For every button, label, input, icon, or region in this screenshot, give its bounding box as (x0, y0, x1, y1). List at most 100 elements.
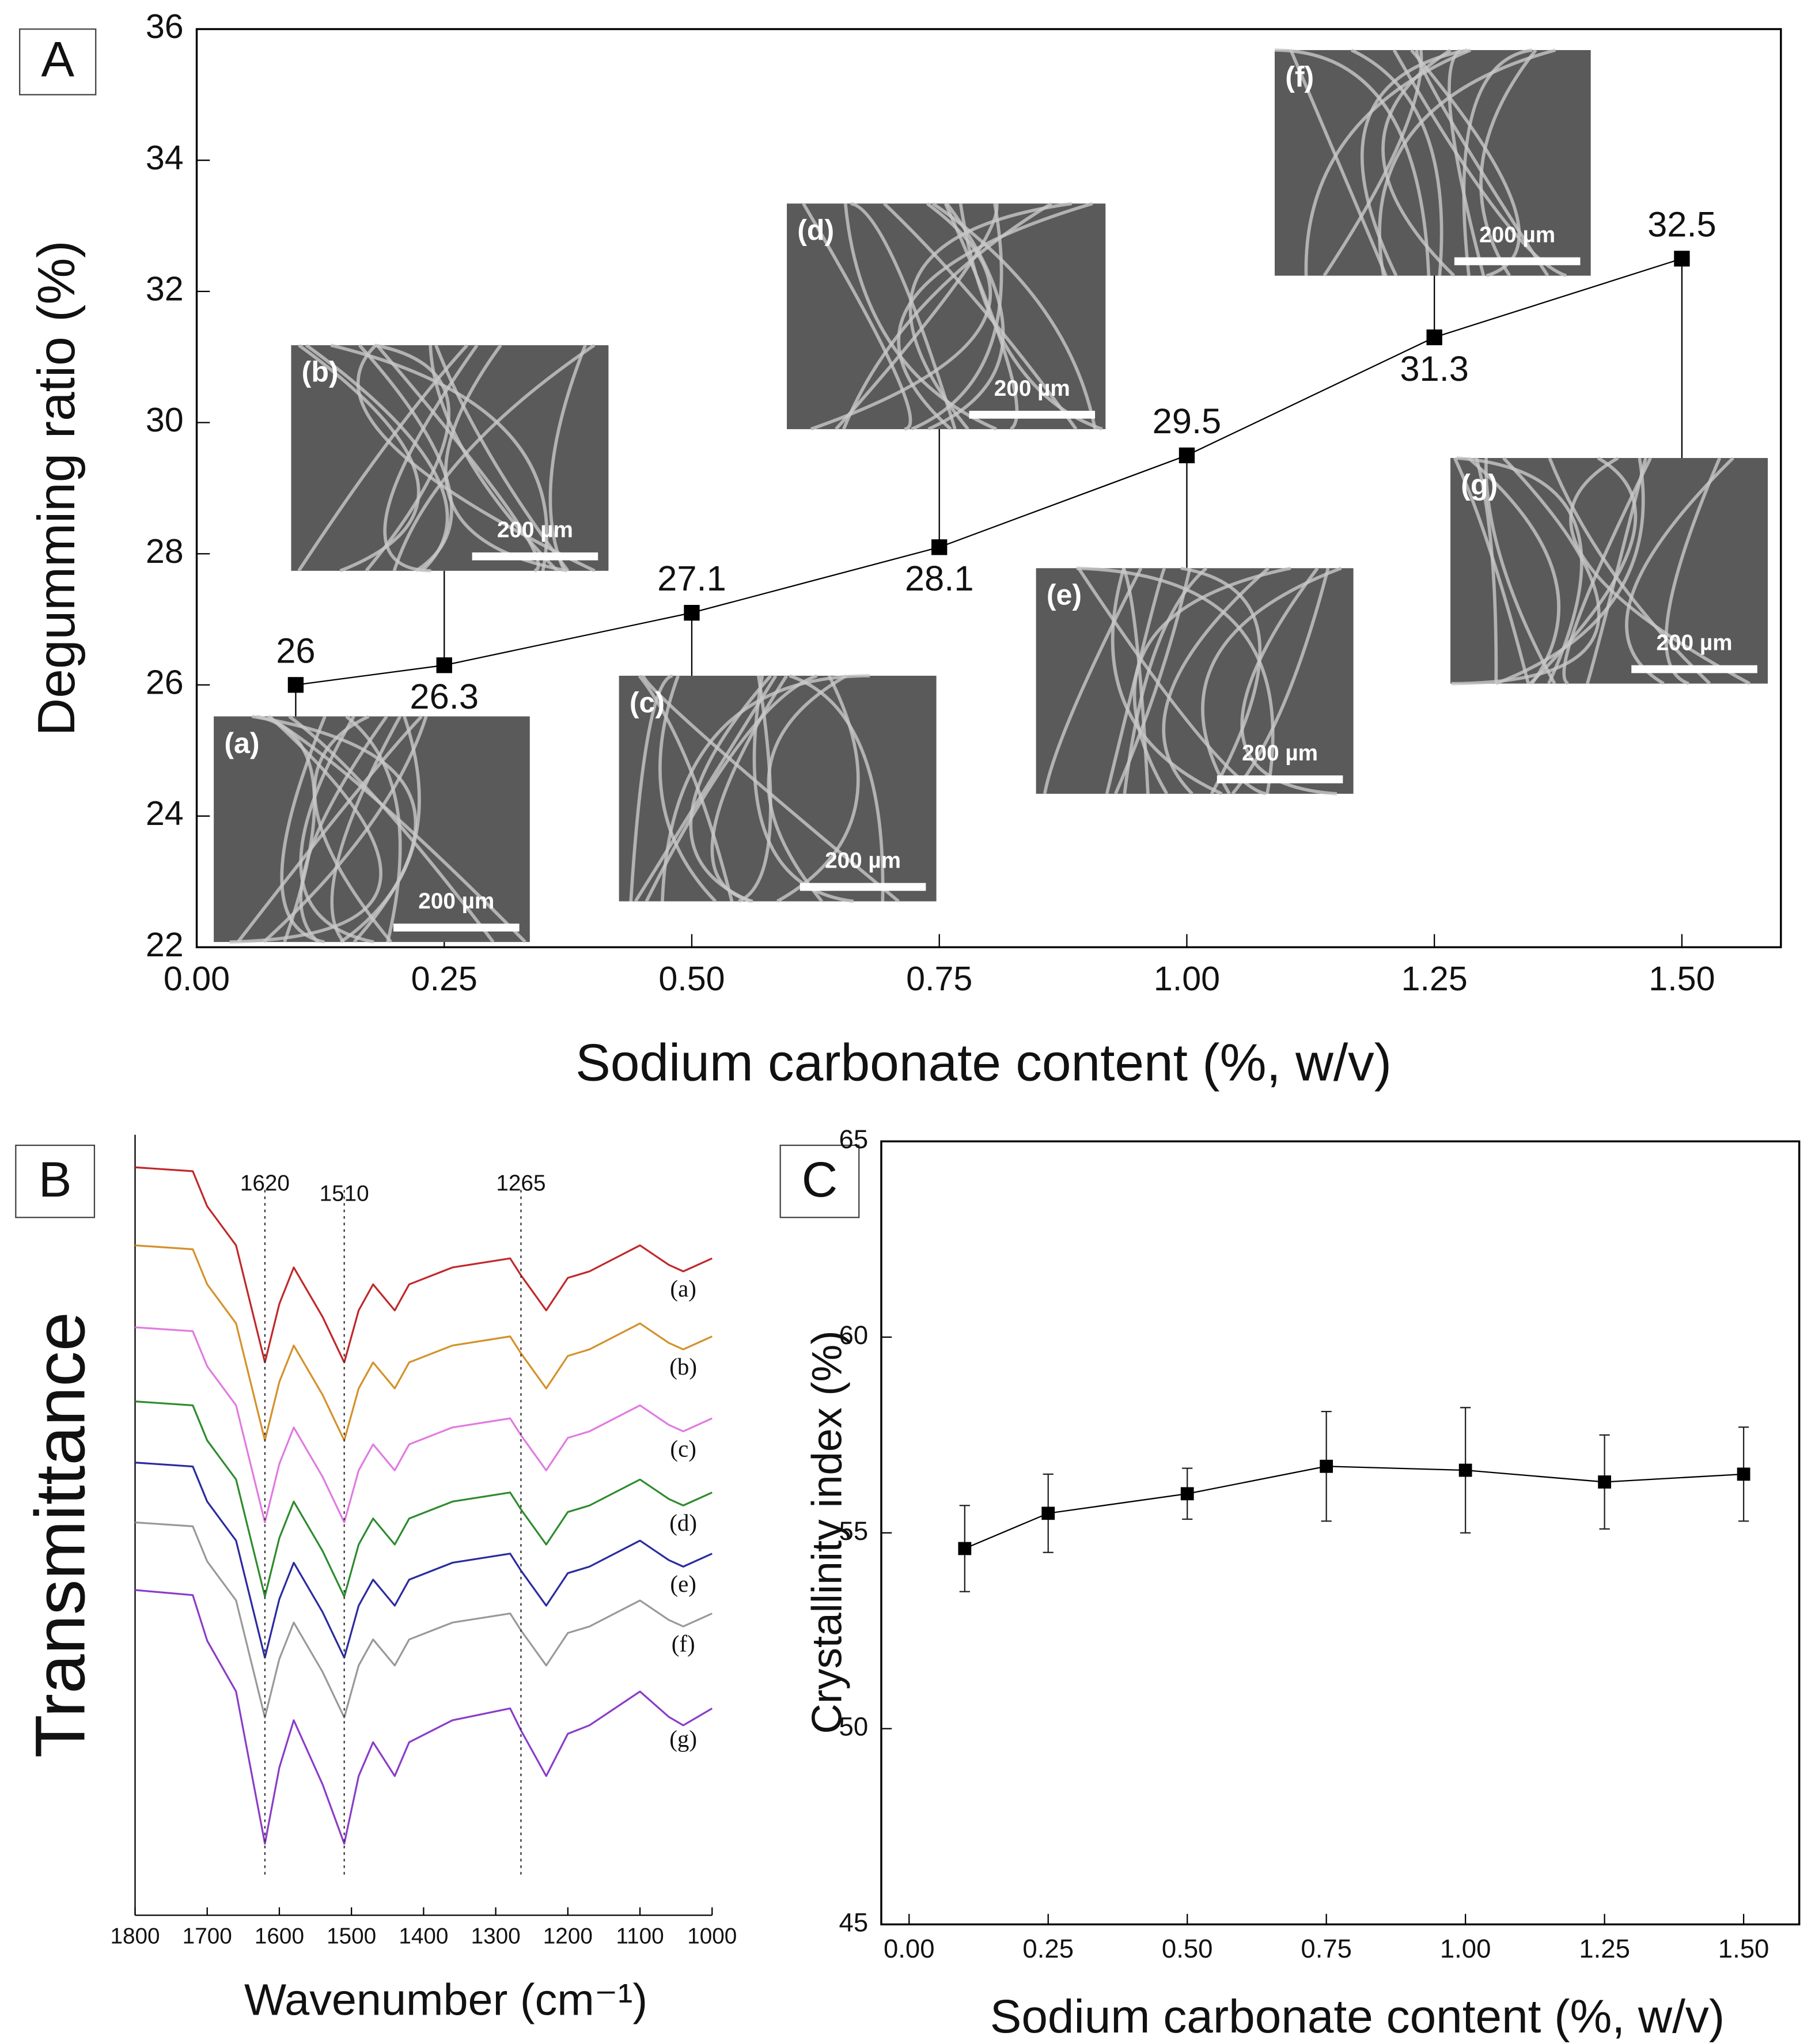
data-point (1674, 251, 1690, 267)
fiber (1275, 48, 1431, 276)
data-label: 29.5 (1153, 402, 1222, 441)
fiber (1475, 457, 1498, 684)
x-tick-label: 0.50 (658, 959, 725, 998)
peak-label: 1510 (320, 1182, 369, 1206)
fiber (330, 343, 549, 571)
inset-label: (e) (1047, 579, 1082, 611)
x-axis-title: Sodium carbonate content (%, w/v) (990, 1990, 1725, 2043)
fiber (642, 675, 900, 903)
fiber (288, 715, 495, 943)
y-tick-label: 30 (146, 400, 184, 439)
scale-bar-label: 200 µm (1657, 631, 1733, 656)
x-tick-label: 0.25 (1022, 1934, 1074, 1963)
scale-bar (969, 411, 1096, 419)
x-tick-label: 0.00 (164, 959, 230, 998)
spectrum (135, 1589, 713, 1845)
x-tick-label: 0.25 (411, 959, 478, 998)
y-axis-title: Crystallinity index (%) (804, 1331, 850, 1734)
x-tick-label: 1400 (399, 1924, 448, 1948)
y-tick-label: 26 (146, 663, 184, 702)
fiber (356, 344, 596, 573)
spectrum (135, 1244, 713, 1441)
fiber (1625, 456, 1734, 686)
fiber (1360, 48, 1468, 277)
data-label: 27.1 (657, 559, 726, 599)
y-tick-label: 34 (146, 138, 184, 177)
x-tick-label: 1.00 (1440, 1934, 1491, 1963)
fiber (236, 715, 423, 943)
panel-box (779, 1144, 860, 1218)
fiber (1586, 457, 1647, 684)
fiber (810, 202, 992, 431)
panel-box (19, 28, 97, 96)
fiber (661, 674, 870, 902)
series-label: (g) (669, 1725, 697, 1752)
scale-bar-label: 200 µm (1242, 741, 1318, 766)
inset-label: (a) (224, 727, 259, 759)
fiber (392, 343, 596, 571)
x-tick-label: 1.25 (1579, 1934, 1630, 1963)
data-label: 26.3 (410, 677, 479, 717)
panel-label: C (802, 1152, 838, 1208)
fiber (383, 344, 479, 573)
scale-bar (1454, 257, 1581, 266)
panel-box (15, 1144, 96, 1218)
fiber (645, 674, 818, 902)
scale-bar-label: 200 µm (994, 376, 1070, 401)
x-tick-label: 1700 (183, 1924, 232, 1948)
series-label: (a) (670, 1275, 696, 1302)
data-point (1598, 1475, 1612, 1489)
peak-label: 1620 (240, 1171, 290, 1196)
fiber (1569, 456, 1751, 686)
scale-bar-label: 200 µm (418, 889, 494, 914)
fiber (1350, 48, 1443, 276)
peak-label: 1265 (496, 1171, 545, 1196)
fiber (908, 202, 1073, 430)
series-label: (b) (669, 1353, 697, 1380)
fiber (1462, 48, 1533, 276)
y-axis-title: Transmittance (21, 1312, 100, 1758)
series-label: (d) (669, 1509, 697, 1536)
fiber (1323, 50, 1423, 277)
fiber (842, 202, 1052, 430)
fiber (280, 716, 327, 944)
y-tick-label: 28 (146, 532, 184, 570)
scale-bar-label: 200 µm (825, 848, 901, 873)
fiber (789, 674, 885, 902)
data-point (1737, 1467, 1750, 1481)
x-tick-label: 1100 (616, 1924, 664, 1948)
x-tick-label: 1600 (255, 1924, 304, 1948)
data-label: 26 (276, 631, 315, 671)
fiber (802, 202, 912, 431)
fiber (658, 675, 717, 903)
fiber (256, 714, 316, 943)
fiber (434, 345, 570, 572)
spectrum (135, 1400, 713, 1598)
x-tick-label: 1.50 (1649, 959, 1715, 998)
fiber (548, 345, 587, 571)
data-point (684, 604, 700, 621)
fiber (1077, 567, 1267, 796)
fiber (1392, 49, 1567, 278)
plot-frame (195, 28, 1782, 948)
fiber (1240, 567, 1337, 796)
fiber (1122, 567, 1150, 794)
fiber (944, 203, 1019, 431)
x-tick-label: 1200 (543, 1924, 593, 1948)
x-axis-title: Wavenumber (cm⁻¹) (244, 1975, 647, 2024)
fiber (1548, 457, 1711, 685)
plot-frame (880, 1140, 1801, 1926)
spectrum (135, 1521, 713, 1719)
fiber (1111, 567, 1223, 796)
y-axis-title: Degumming ratio (%) (28, 240, 86, 736)
fiber (1231, 567, 1330, 795)
series-label: (c) (670, 1435, 696, 1462)
sem-image (1036, 568, 1354, 794)
series-label: (f) (672, 1630, 695, 1657)
fiber (776, 675, 860, 903)
x-tick-label: 1.50 (1718, 1934, 1769, 1963)
fiber (1162, 567, 1270, 795)
inset-label: (c) (630, 686, 665, 718)
data-point (1320, 1459, 1333, 1473)
fiber (911, 203, 1003, 431)
